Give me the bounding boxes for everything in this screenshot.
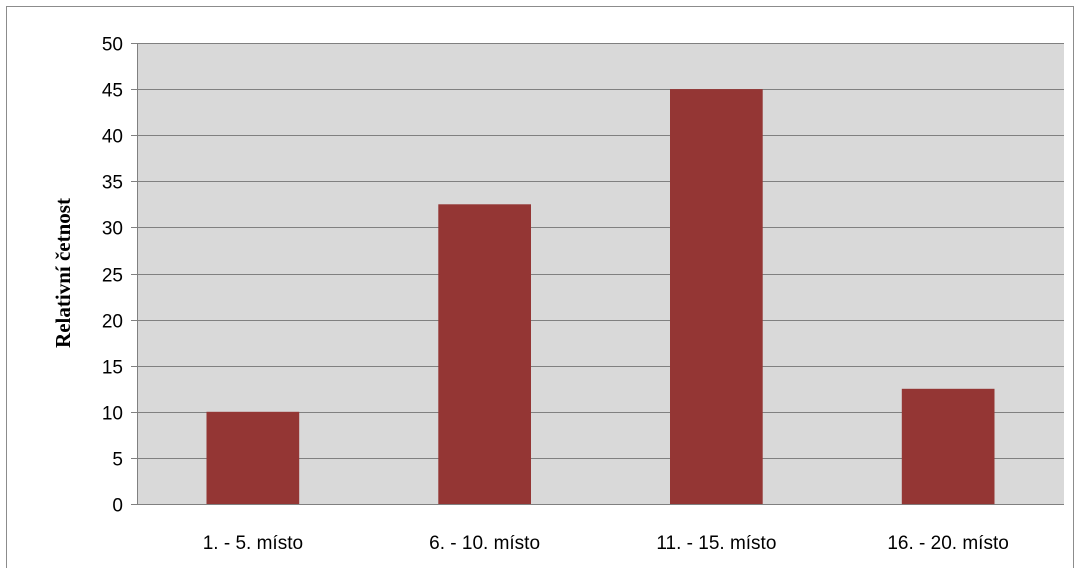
y-tick-label: 15 [102, 358, 123, 379]
bars [206, 89, 995, 505]
x-tick-label: 11. - 15. místo [656, 533, 776, 554]
bar [670, 89, 763, 504]
y-tick-label: 50 [102, 35, 123, 56]
bar [206, 411, 300, 504]
y-tick-label: 30 [102, 219, 123, 240]
y-tick-label: 35 [102, 173, 123, 194]
x-tick-label: 1. - 5. místo [203, 533, 303, 554]
x-tick-label: 16. - 20. místo [887, 533, 1008, 554]
y-tick-label: 20 [102, 312, 123, 333]
y-tick-label: 5 [112, 450, 123, 471]
y-tick-label: 0 [112, 496, 123, 517]
y-tick-label: 25 [102, 266, 123, 287]
bar [438, 204, 531, 505]
y-axis-tick-labels: 0 5 10 15 20 25 30 35 40 45 50 [102, 35, 123, 517]
y-tick-label: 45 [102, 81, 123, 102]
y-axis-title: Relativní četnost [51, 198, 75, 348]
x-tick-label: 6. - 10. místo [429, 533, 540, 554]
y-tick-label: 40 [102, 127, 123, 148]
x-axis-tick-labels: 1. - 5. místo 6. - 10. místo 11. - 15. mís… [203, 533, 1009, 554]
y-tick-label: 10 [102, 404, 123, 425]
bar [901, 388, 995, 505]
